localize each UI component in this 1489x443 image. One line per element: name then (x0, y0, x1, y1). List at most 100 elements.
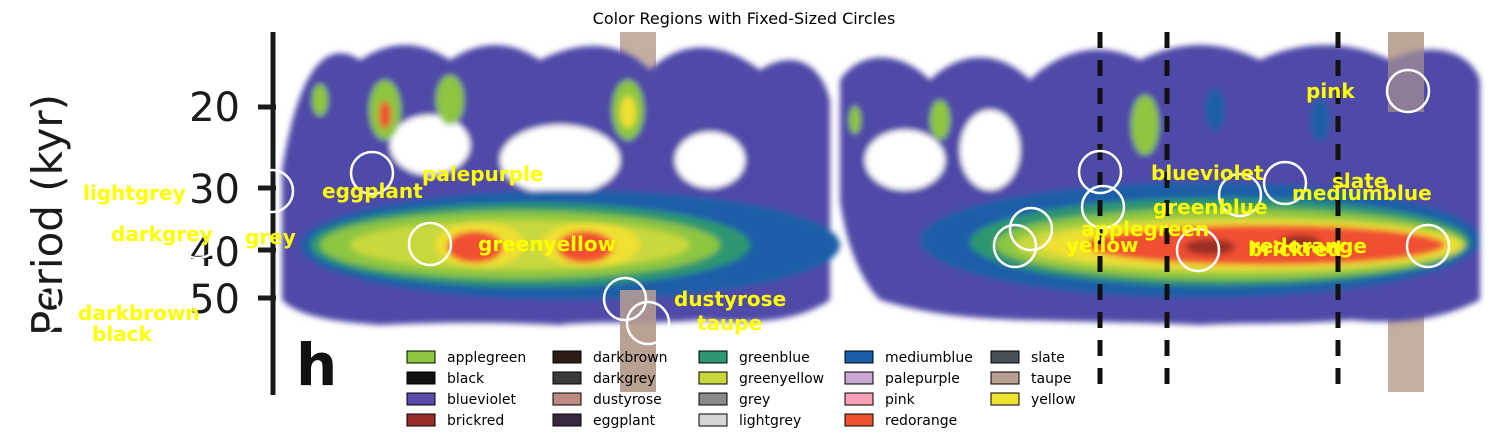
legend-swatch-greenblue (698, 350, 728, 364)
label-black: black (92, 322, 153, 346)
label-dustyrose: dustyrose (674, 287, 786, 311)
legend-swatch-lightgrey (698, 413, 728, 427)
legend-label-lightgrey: lightgrey (739, 413, 801, 429)
label-pink: pink (1306, 79, 1355, 103)
label-yellow: yellow (1066, 233, 1139, 257)
redorange-band-right (1085, 225, 1445, 265)
circle-slate (1217, 172, 1263, 218)
label-applegreen: applegreen (1081, 217, 1209, 241)
legend-label-greenyellow: greenyellow (739, 371, 824, 387)
legend-label-slate: slate (1031, 350, 1065, 366)
applegreen-spot-right-1 (1131, 95, 1159, 155)
white-gap-3 (675, 132, 745, 188)
circle-greenblue (1080, 184, 1126, 230)
y-axis (258, 32, 276, 395)
legend-swatch-blueviolet (406, 392, 436, 406)
y-tick-50: 50 (189, 277, 240, 323)
legend-swatch-taupe (990, 371, 1020, 385)
redorange-spot-left-2 (557, 231, 613, 263)
legend-label-palepurple: palepurple (885, 371, 960, 387)
circle-pink (1385, 68, 1431, 114)
label-redorange: redorange (1250, 234, 1367, 258)
legend-swatch-slate (990, 350, 1020, 364)
circle-taupe (625, 300, 671, 346)
legend-swatch-grey (698, 392, 728, 406)
legend-swatch-palepurple (844, 371, 874, 385)
legend-label-taupe: taupe (1031, 371, 1071, 387)
label-eggplant: eggplant (322, 179, 423, 203)
dashed-lines (1097, 32, 1341, 395)
panel-letter: h (296, 331, 337, 399)
label-palepurple: palepurple (422, 162, 543, 186)
legend-swatch-darkbrown (552, 350, 582, 364)
label-slate: slate (1332, 169, 1387, 193)
legend-label-pink: pink (885, 392, 916, 408)
circle-applegreen (1008, 206, 1054, 252)
legend-swatch-yellow (990, 392, 1020, 406)
y-tick-20: 20 (189, 85, 240, 131)
label-greenblue: greenblue (1153, 195, 1268, 219)
yellow-spot-top-3 (620, 96, 636, 128)
heatmap-left (282, 45, 840, 325)
redorange-spot-left-1 (447, 231, 503, 263)
chart-title: Color Regions with Fixed-Sized Circles (593, 9, 896, 28)
applegreen-spot-right-3 (849, 106, 861, 134)
white-gap-4 (865, 130, 945, 190)
white-gap-1 (390, 115, 470, 175)
brickred-spot-1 (1185, 239, 1235, 255)
legend-swatch-eggplant (552, 413, 582, 427)
region-labels: pink palepurple blueviolet slate lightgr… (78, 79, 1432, 346)
mediumblue-spot-right-2 (1310, 98, 1330, 142)
circle-redorange (1405, 223, 1451, 269)
circle-greenyellow (407, 221, 453, 267)
brickred-spot-2 (1280, 235, 1320, 249)
legend-label-mediumblue: mediumblue (885, 350, 973, 366)
legend-label-blueviolet: blueviolet (447, 392, 517, 408)
legend-swatch-greenyellow (698, 371, 728, 385)
label-darkbrown: darkbrown (78, 301, 200, 325)
legend-swatch-redorange (844, 413, 874, 427)
label-brickred: brickred (1248, 237, 1342, 261)
applegreen-spot-top-2 (436, 75, 464, 125)
label-mediumblue: mediumblue (1292, 181, 1432, 205)
circle-lightgrey (249, 168, 295, 214)
legend-label-grey: grey (739, 392, 770, 408)
circle-darkgrey (175, 214, 221, 260)
legend: applegreen black blueviolet brickred darkbro… (406, 350, 1076, 429)
legend-label-black: black (447, 371, 485, 387)
legend-swatch-pink (844, 392, 874, 406)
circle-yellow (992, 223, 1038, 269)
y-tick-labels: 20 30 40 50 (189, 85, 240, 323)
y-tick-40: 40 (189, 230, 240, 276)
legend-label-greenblue: greenblue (739, 350, 810, 366)
legend-swatch-black (406, 371, 436, 385)
legend-swatch-darkgrey (552, 371, 582, 385)
label-greenyellow: greenyellow (478, 232, 616, 256)
legend-label-dustyrose: dustyrose (593, 392, 662, 408)
applegreen-spot-right-2 (930, 100, 950, 140)
white-gap-5 (960, 110, 1020, 190)
legend-swatch-brickred (406, 413, 436, 427)
legend-label-applegreen: applegreen (447, 350, 526, 366)
legend-label-darkgrey: darkgrey (593, 371, 656, 387)
legend-label-redorange: redorange (885, 413, 957, 429)
applegreen-spot-top-4 (312, 84, 328, 116)
legend-swatch-dustyrose (552, 392, 582, 406)
legend-swatch-applegreen (406, 350, 436, 364)
white-gap-2 (500, 125, 620, 195)
circle-brickred (1175, 227, 1221, 273)
y-tick-30: 30 (189, 167, 240, 213)
circle-dustyrose (602, 276, 648, 322)
circle-blueviolet (1077, 149, 1123, 195)
label-lightgrey: lightgrey (83, 181, 186, 205)
label-taupe: taupe (697, 311, 762, 335)
circle-darkbrown (15, 290, 61, 336)
label-blueviolet: blueviolet (1151, 161, 1264, 185)
circle-mediumblue (1262, 160, 1308, 206)
circles (15, 68, 1451, 346)
label-darkgrey: darkgrey (111, 222, 213, 246)
legend-label-brickred: brickred (447, 413, 504, 429)
legend-label-eggplant: eggplant (593, 413, 656, 429)
legend-label-yellow: yellow (1031, 392, 1076, 408)
